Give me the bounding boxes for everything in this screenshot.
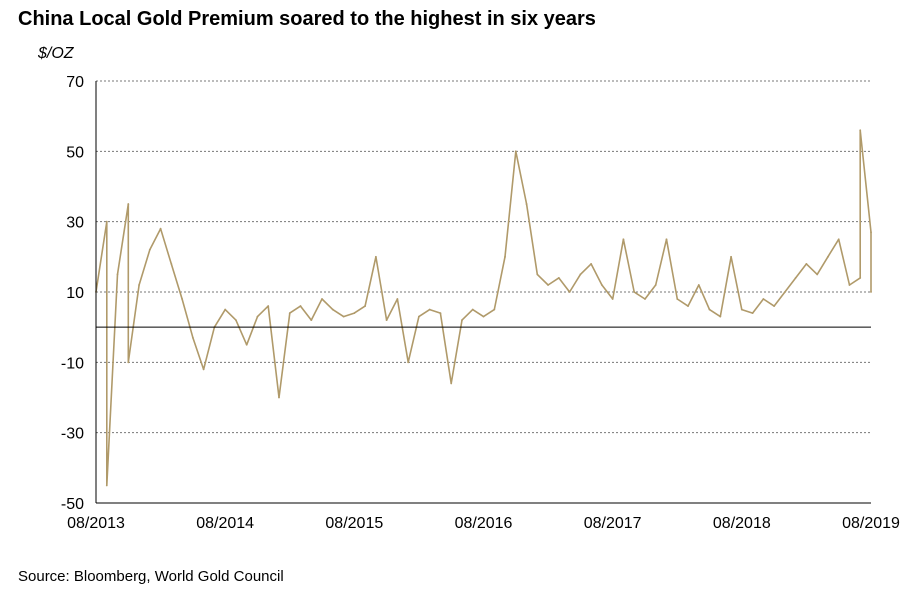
- y-tick-label: 50: [66, 144, 84, 161]
- x-tick-label: 08/2018: [713, 515, 771, 532]
- data-point: [805, 262, 808, 265]
- data-point: [697, 284, 700, 286]
- series-group: [95, 129, 872, 487]
- data-point: [310, 319, 313, 322]
- y-axis-unit-label: $/OZ: [38, 45, 74, 62]
- data-point: [547, 284, 549, 286]
- chart-title: China Local Gold Premium soared to the h…: [18, 8, 596, 30]
- data-point: [385, 319, 388, 322]
- data-point: [450, 382, 453, 385]
- data-point: [407, 361, 410, 364]
- y-tick-label: 30: [66, 215, 84, 232]
- data-point: [783, 291, 786, 293]
- data-point: [202, 368, 205, 371]
- data-point: [794, 277, 797, 279]
- data-point: [439, 312, 442, 314]
- data-point: [116, 273, 119, 276]
- data-point: [321, 298, 323, 300]
- data-point: [148, 248, 151, 251]
- data-point: [138, 284, 140, 286]
- data-point: [181, 298, 184, 300]
- data-point: [536, 273, 539, 276]
- x-tick-label: 08/2016: [455, 515, 513, 532]
- data-point: [224, 308, 227, 311]
- data-point: [418, 315, 420, 318]
- data-point: [719, 315, 722, 318]
- data-point: [331, 308, 334, 311]
- data-point: [665, 238, 668, 241]
- data-point: [525, 203, 528, 205]
- gridlines: [96, 80, 871, 434]
- data-point: [773, 305, 776, 307]
- data-point: [870, 291, 872, 293]
- y-tick-label: -30: [61, 426, 84, 443]
- data-point: [278, 396, 280, 399]
- data-point: [127, 361, 130, 364]
- y-tick-label: 70: [66, 74, 84, 91]
- y-tick-label: -10: [61, 355, 84, 372]
- data-point: [590, 262, 593, 265]
- data-point: [482, 315, 485, 318]
- data-point: [396, 298, 399, 300]
- axes: [95, 81, 871, 504]
- x-tick-label: 08/2017: [584, 515, 642, 532]
- data-point: [633, 291, 636, 293]
- data-point: [859, 129, 862, 132]
- data-point: [568, 291, 571, 293]
- data-point: [848, 284, 851, 286]
- data-point: [159, 227, 162, 230]
- data-point: [762, 298, 765, 300]
- y-tick-labels: 70 50 30 10 -10 -30 -50: [61, 74, 84, 513]
- data-point: [827, 255, 829, 258]
- data-point: [579, 273, 582, 276]
- data-point: [687, 305, 689, 307]
- data-point: [611, 298, 614, 300]
- data-point: [288, 312, 291, 314]
- data-point: [816, 273, 819, 276]
- data-point: [514, 150, 517, 153]
- premium-series-line: [95, 129, 872, 487]
- data-point: [708, 308, 711, 311]
- data-point: [267, 305, 270, 307]
- data-point: [105, 220, 108, 223]
- source-note: Source: Bloomberg, World Gold Council: [18, 568, 284, 585]
- data-point: [105, 484, 108, 487]
- x-tick-label: 08/2013: [67, 515, 125, 532]
- data-point: [676, 298, 679, 300]
- data-point: [191, 336, 194, 339]
- data-point: [730, 255, 732, 258]
- data-point: [374, 255, 377, 258]
- data-point: [245, 343, 248, 346]
- y-tick-label: 10: [66, 285, 84, 302]
- x-tick-label: 08/2019: [842, 515, 900, 532]
- data-point: [870, 231, 872, 234]
- x-tick-label: 08/2015: [325, 515, 383, 532]
- data-point: [235, 319, 237, 322]
- data-point: [557, 277, 560, 279]
- y-tick-label: -50: [61, 496, 84, 513]
- data-point: [740, 308, 743, 311]
- data-point: [837, 238, 840, 241]
- data-point: [256, 315, 259, 318]
- data-point: [428, 308, 431, 311]
- data-point: [654, 284, 657, 286]
- data-point: [364, 305, 366, 307]
- data-point: [471, 308, 474, 311]
- data-point: [601, 284, 603, 286]
- x-tick-label: 08/2014: [196, 515, 254, 532]
- data-point: [170, 262, 173, 265]
- data-point: [461, 319, 463, 322]
- data-point: [299, 305, 302, 307]
- data-point: [342, 315, 345, 318]
- data-point: [127, 203, 130, 205]
- data-point: [644, 298, 646, 300]
- data-point: [493, 308, 496, 311]
- data-point: [353, 312, 356, 314]
- data-point: [504, 255, 506, 258]
- x-tick-labels: 08/2013 08/2014 08/2015 08/2016 08/2017 08/20…: [67, 515, 900, 532]
- data-point: [859, 277, 862, 279]
- data-point: [622, 238, 625, 241]
- data-point: [751, 312, 754, 314]
